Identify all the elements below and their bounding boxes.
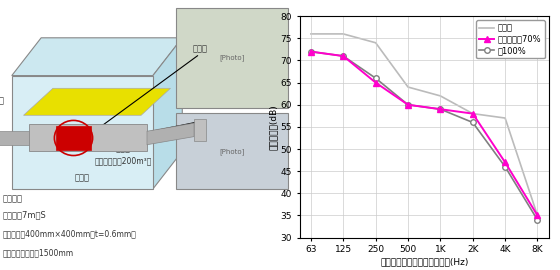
カルムーン70% (405, 103, 412, 106)
Polygon shape (12, 38, 183, 76)
Polygon shape (153, 38, 183, 189)
銉100% (372, 77, 379, 80)
未対策 (307, 32, 314, 36)
カルムーン70% (340, 55, 347, 58)
カルムーン70% (307, 50, 314, 53)
銉100% (437, 107, 444, 111)
未対策 (372, 41, 379, 44)
Line: 未対策: 未対策 (311, 34, 538, 215)
Polygon shape (176, 113, 288, 189)
未対策 (405, 85, 412, 89)
銉100% (405, 103, 412, 106)
Line: 銉100%: 銉100% (308, 49, 540, 223)
Text: 評価部の長さ＝1500mm: 評価部の長さ＝1500mm (3, 248, 74, 257)
Line: カルムーン70%: カルムーン70% (307, 48, 541, 219)
Text: 計測室: 計測室 (75, 173, 90, 182)
Polygon shape (56, 126, 91, 150)
Text: ・ダクト＝400mm×400mm（t=0.6mm）: ・ダクト＝400mm×400mm（t=0.6mm） (3, 230, 137, 238)
Polygon shape (24, 88, 170, 115)
Text: 送風機: 送風機 (193, 44, 207, 53)
Polygon shape (12, 76, 153, 189)
Text: 無響室: 無響室 (116, 145, 131, 154)
Text: ＜条件＞: ＜条件＞ (3, 194, 23, 203)
カルムーン70% (437, 107, 444, 111)
Polygon shape (30, 124, 147, 151)
カルムーン70% (469, 112, 476, 115)
Text: （室内容録：200m³）: （室内容録：200m³） (95, 156, 152, 165)
Polygon shape (176, 8, 288, 108)
未対策 (437, 94, 444, 97)
Text: 排気口: 排気口 (0, 97, 4, 106)
Legend: 未対策, カルムーン70%, 銉100%: 未対策, カルムーン70%, 銉100% (476, 20, 545, 58)
未対策 (534, 214, 541, 217)
Polygon shape (194, 119, 206, 141)
Text: [Photo]: [Photo] (220, 148, 245, 154)
Polygon shape (0, 131, 30, 145)
Text: [Photo]: [Photo] (220, 55, 245, 61)
銉100% (340, 55, 347, 58)
銉100% (307, 50, 314, 53)
銉100% (502, 165, 508, 168)
X-axis label: オクターブインド中心周波数(Hz): オクターブインド中心周波数(Hz) (380, 257, 468, 266)
Polygon shape (147, 123, 194, 145)
未対策 (502, 116, 508, 120)
Text: ・風速＝7m／S: ・風速＝7m／S (3, 211, 46, 220)
カルムーン70% (372, 81, 379, 84)
カルムーン70% (502, 161, 508, 164)
Y-axis label: 鼓動レベル(dB): 鼓動レベル(dB) (269, 104, 278, 150)
未対策 (340, 32, 347, 36)
銉100% (534, 218, 541, 221)
カルムーン70% (534, 214, 541, 217)
未対策 (469, 112, 476, 115)
銉100% (469, 121, 476, 124)
